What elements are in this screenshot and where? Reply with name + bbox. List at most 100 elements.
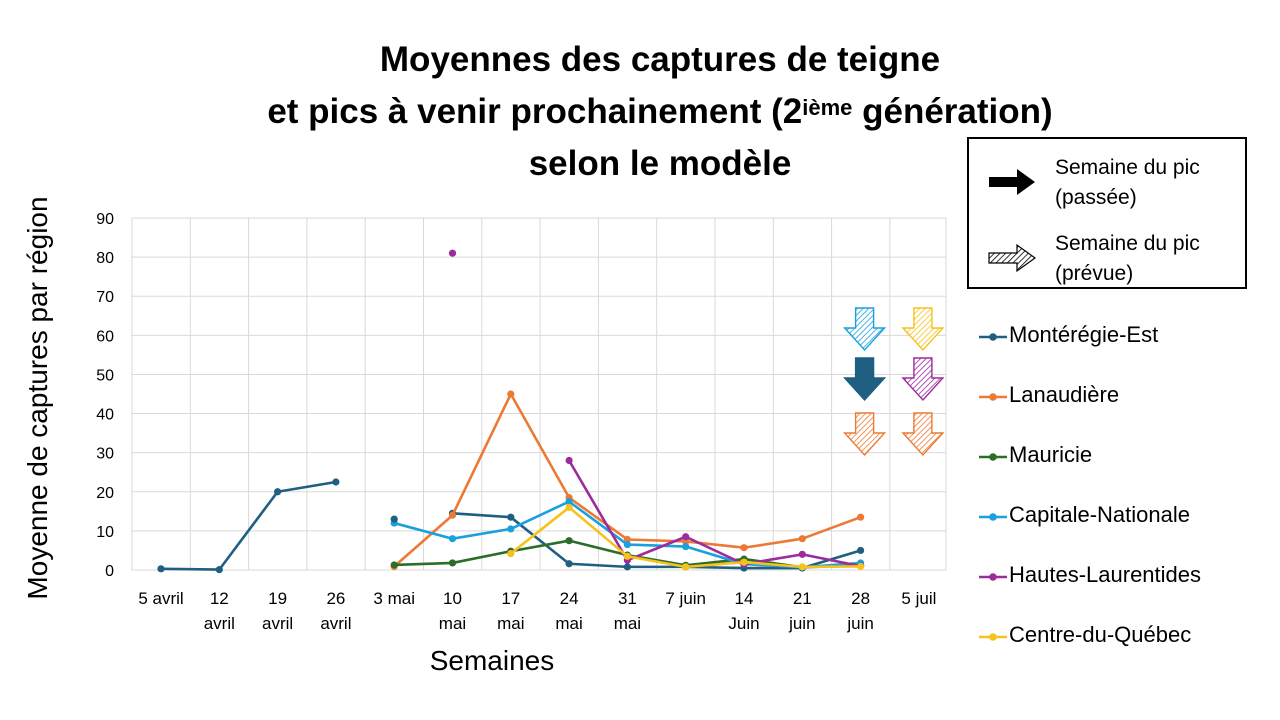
peak-arrow-forecast: [843, 412, 887, 457]
data-point: [448, 249, 457, 257]
legend-line-marker: [979, 393, 1007, 401]
y-axis-title: Moyenne de captures par région: [22, 196, 53, 599]
y-tick-label: 60: [96, 328, 114, 345]
title-line-2: et pics à venir prochainement (2ième gén…: [160, 86, 1160, 138]
data-point: [448, 559, 457, 567]
title-superscript: ième: [802, 95, 853, 120]
data-point: [565, 560, 573, 568]
data-point: [798, 563, 806, 571]
data-point: [507, 390, 515, 398]
title-line-3: selon le modèle: [528, 144, 792, 183]
gridlines: [131, 217, 947, 571]
data-point: [565, 537, 573, 545]
data-point: [740, 544, 748, 552]
x-tick-label: juin: [788, 614, 815, 633]
x-tick-label: 5 juil: [901, 589, 936, 608]
peak-arrow-forecast: [901, 307, 945, 352]
data-point: [623, 535, 632, 544]
data-point: [390, 515, 398, 523]
data-point: [798, 550, 806, 558]
legend-label: Mauricie: [1009, 442, 1093, 467]
peak-legend-forecast: Semaine du pic (prévue): [969, 223, 1245, 293]
series-line: [160, 480, 337, 571]
data-point: [507, 513, 515, 521]
legend-line-marker: [979, 513, 1007, 521]
y-tick-label: 90: [96, 211, 114, 228]
x-tick-label: 28: [851, 589, 870, 608]
solid-arrow-icon: [989, 169, 1035, 195]
legend-item: Montérégie-Est: [975, 318, 1275, 358]
x-tick-label: avril: [320, 614, 351, 633]
data-point: [565, 497, 573, 506]
data-point: [857, 546, 865, 555]
legend-item: Centre-du-Québec: [975, 618, 1275, 658]
legend-label: Hautes-Laurentides: [1009, 562, 1202, 587]
legend-label: Lanaudière: [1009, 382, 1120, 407]
data-point: [682, 563, 690, 571]
data-point: [215, 566, 223, 574]
y-tick-label: 80: [96, 250, 114, 267]
x-tick-label: 12: [210, 589, 229, 608]
x-tick-label: 10: [443, 589, 462, 608]
y-tick-label: 30: [96, 446, 114, 463]
y-tick-label: 50: [96, 367, 114, 384]
peak-arrow-forecast: [901, 357, 945, 402]
data-point: [448, 511, 457, 519]
x-tick-label: 14: [735, 589, 754, 608]
peak-legend-past-line1: Semaine du pic: [1055, 156, 1200, 179]
x-tick-label: 26: [326, 589, 345, 608]
data-point: [623, 540, 632, 549]
data-point: [565, 503, 573, 512]
x-tick-label: 17: [501, 589, 520, 608]
legend-item: Lanaudière: [975, 378, 1275, 418]
series-1: [390, 390, 865, 571]
x-tick-label: 31: [618, 589, 637, 608]
x-tick-label: Juin: [728, 614, 759, 633]
title-line-2-pre: et pics à venir prochainement (2: [267, 92, 803, 131]
x-tick-label: 19: [268, 589, 287, 608]
peak-legend-past-line2: (passée): [1055, 186, 1137, 209]
data-point: [390, 561, 398, 569]
chart-title: Moyennes des captures de teigne et pics …: [160, 34, 1160, 190]
data-point: [157, 565, 165, 573]
legend-line-marker: [979, 633, 1007, 641]
data-point: [798, 535, 806, 543]
x-tick-label: 7 juin: [665, 589, 706, 608]
data-point: [857, 562, 865, 571]
data-point: [740, 558, 748, 566]
y-tick-label: 70: [96, 289, 114, 306]
data-point: [682, 533, 690, 541]
x-axis-title: Semaines: [430, 645, 555, 676]
legend-item: Hautes-Laurentides: [975, 558, 1275, 598]
x-tick-label: 5 avril: [138, 589, 183, 608]
data-point: [448, 535, 457, 543]
data-point: [623, 552, 632, 560]
y-tick-label: 20: [96, 485, 114, 502]
peak-legend-forecast-line1: Semaine du pic: [1055, 232, 1200, 255]
data-point: [274, 488, 282, 496]
x-tick-label: mai: [439, 614, 466, 633]
series-line: [567, 459, 861, 568]
data-point: [507, 549, 515, 558]
legend-label: Capitale-Nationale: [1009, 502, 1190, 527]
peak-legend-past-text: Semaine du pic (passée): [1055, 153, 1200, 213]
legend-line-marker: [979, 333, 1007, 341]
y-tick-label: 10: [96, 524, 114, 541]
legend-line-marker: [979, 573, 1007, 581]
data-point: [857, 513, 865, 521]
y-tick-label: 40: [96, 407, 114, 424]
data-point: [565, 456, 573, 465]
data-point: [507, 525, 515, 533]
title-line-1: Moyennes des captures de teigne: [379, 40, 941, 79]
legend-label: Centre-du-Québec: [1009, 622, 1192, 647]
legend-label: Montérégie-Est: [1009, 322, 1159, 347]
title-line-2-post: génération): [852, 92, 1053, 131]
x-tick-label: mai: [497, 614, 524, 633]
legend-line-marker: [979, 453, 1007, 461]
legend-item: Mauricie: [975, 438, 1275, 478]
x-tick-label: avril: [204, 614, 235, 633]
peak-legend-forecast-text: Semaine du pic (prévue): [1055, 229, 1200, 289]
data-point: [332, 478, 340, 486]
x-tick-label: 21: [793, 589, 812, 608]
